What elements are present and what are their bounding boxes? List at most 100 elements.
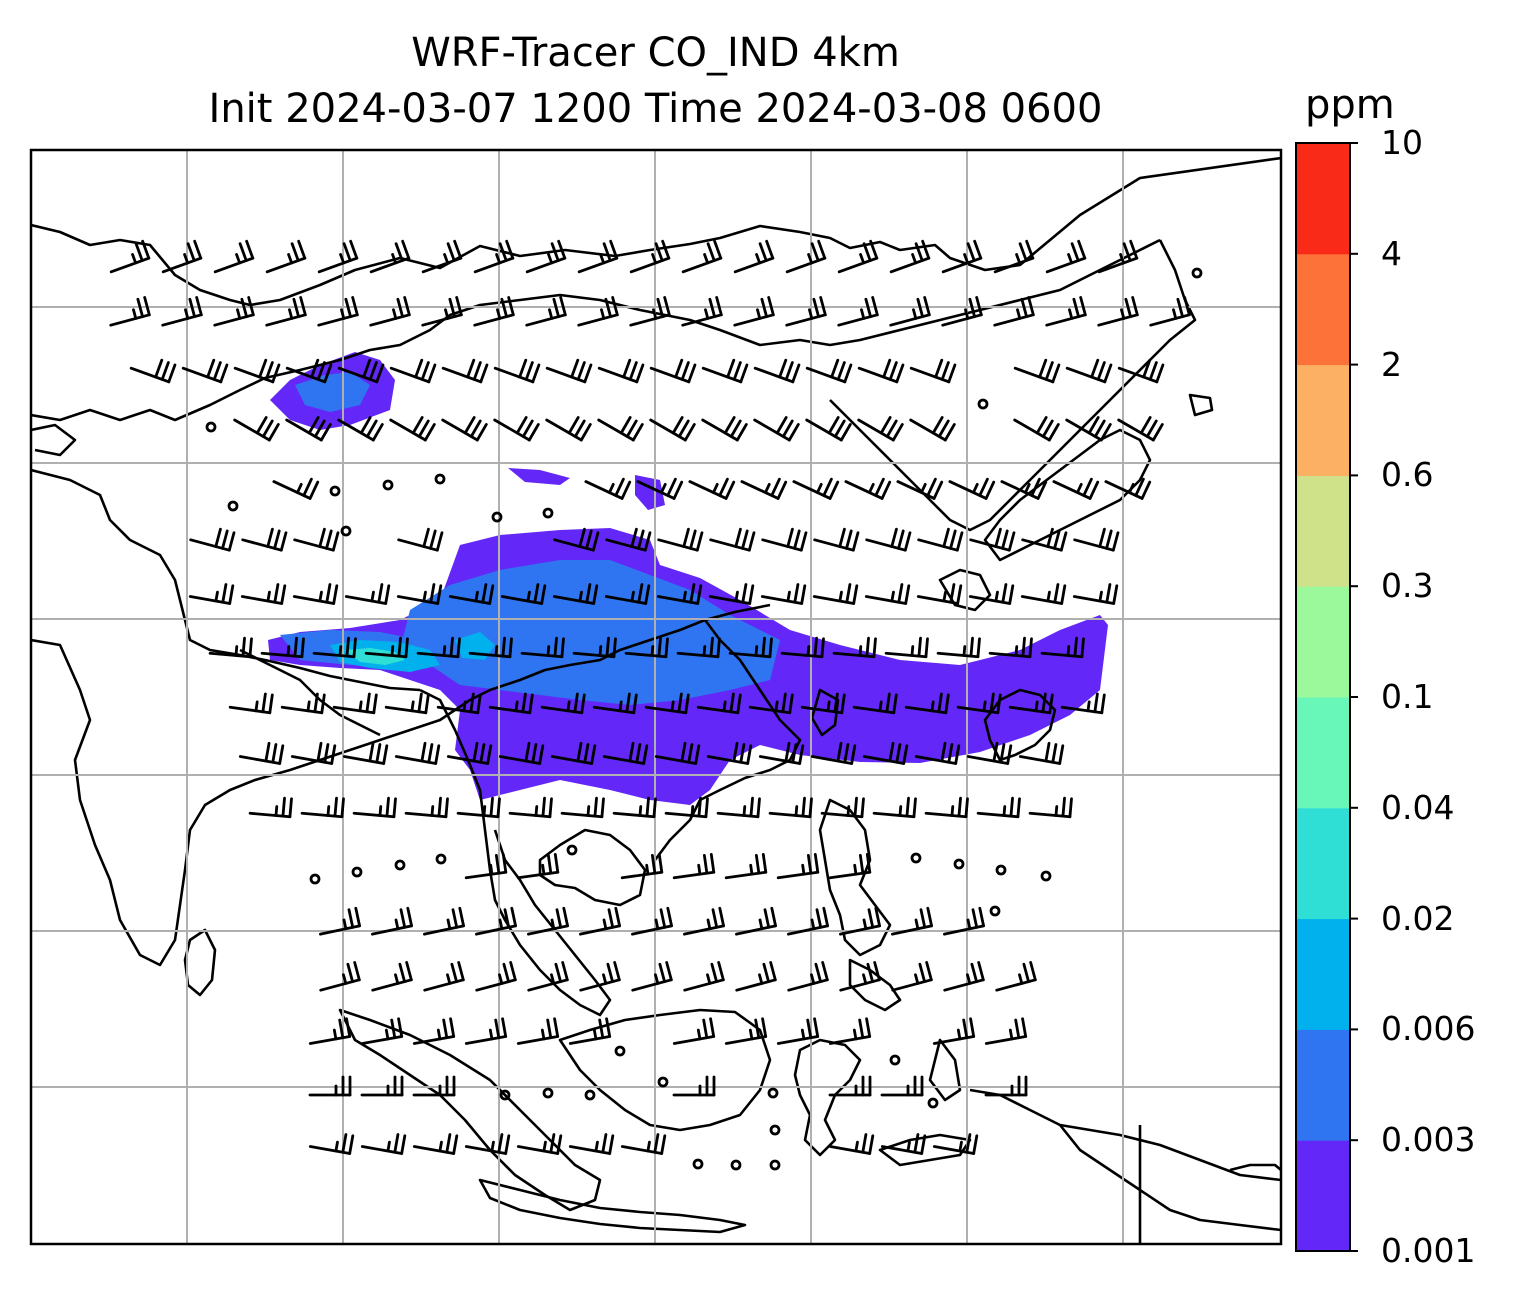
wind-barb [597,416,644,442]
wind-barb [189,527,236,552]
wind-barb [488,692,534,715]
colorbar-tick-label: 0.006 [1381,1009,1476,1049]
calm-wind-marker [889,1054,901,1066]
wind-barb [475,906,517,936]
wind-barb [371,961,413,992]
colorbar-tick-label: 0.003 [1381,1120,1476,1160]
plume-region-peak [345,648,405,665]
wind-barb [649,416,696,442]
calm-wind-marker [227,500,239,512]
wind-barb [360,1133,407,1155]
wind-barb [441,416,488,442]
wind-barb [624,636,669,659]
wind-barb [129,358,177,384]
wind-barb [1045,239,1087,274]
wind-barb [864,583,911,605]
colorbar-segment [1296,918,1350,1030]
wind-barb [644,692,690,715]
wind-barb [966,741,1013,765]
wind-barb [681,239,723,274]
wind-barb [758,741,805,765]
wind-barb [735,961,777,992]
wind-barb [1065,416,1112,442]
wind-barb [369,296,411,327]
wind-barb [317,239,359,274]
wind-barb [943,961,985,992]
wind-barb [785,296,827,327]
wind-barb [208,636,253,659]
wind-barb [1073,527,1120,552]
wind-barb [464,1133,511,1155]
wind-barb [969,527,1016,552]
wind-barb [844,477,892,500]
calm-wind-marker [730,1159,742,1171]
wind-barb [984,1075,1028,1097]
wind-barb [448,583,495,605]
wind-barb [464,1017,508,1045]
wind-barb [891,961,933,992]
wind-barb [941,296,983,327]
calm-wind-marker [434,473,446,485]
wind-barb [995,961,1037,992]
wind-barb [436,692,482,715]
colorbar-tick-label: 0.02 [1381,898,1455,938]
wind-barb [412,1017,456,1045]
wind-barb [285,416,332,442]
wind-barb [464,852,508,880]
wind-barb [545,416,592,442]
wind-barb [493,416,540,442]
wind-barb [293,527,340,552]
wind-barb [810,741,857,765]
wind-barb [664,796,709,819]
wind-barb [568,1017,612,1045]
wind-barb [161,296,203,327]
wind-barb [337,416,384,442]
wind-barb [384,692,430,715]
wind-barb [545,358,593,384]
wind-barb [602,741,649,765]
wind-barb [1117,358,1165,384]
wind-barb [248,796,293,819]
wind-barb [527,906,569,936]
wind-barb [312,636,357,659]
calm-wind-marker [584,1089,596,1101]
wind-barb [785,239,827,274]
wind-barb [516,1133,563,1155]
wind-barb [896,477,944,500]
wind-barb [709,527,756,552]
wind-barb [319,906,361,936]
wind-barb [941,239,983,274]
wind-barb [733,239,775,274]
wind-barb [672,852,716,880]
wind-barb [421,296,463,327]
wind-barb [828,852,872,880]
wind-barb [520,636,565,659]
wind-barb [948,477,996,500]
wind-barb [1028,796,1073,819]
calm-wind-marker [927,1097,939,1109]
wind-barb [360,1075,404,1097]
wind-barb [592,692,638,715]
wind-barb [805,358,853,384]
wind-barb [412,1075,456,1097]
wind-barb [344,583,391,605]
colorbar-segment [1296,1029,1350,1141]
calm-wind-marker [1040,870,1052,882]
wind-barb [360,1017,404,1045]
calm-wind-marker [910,852,922,864]
wind-barb [976,796,1021,819]
wind-barb [241,527,288,552]
calm-wind-marker [692,1158,704,1170]
calm-wind-marker [989,905,1001,917]
title-line-1: WRF-Tracer CO_IND 4km [411,30,900,76]
wind-barb [1065,358,1113,384]
wind-barb [421,239,463,274]
wind-barb [654,741,701,765]
wind-barb [468,636,513,659]
wind-barb [657,527,704,552]
wind-barb [909,358,957,384]
wind-barb [708,583,755,605]
map-frame [29,148,1283,1246]
wind-barb [701,358,749,384]
wind-barb [475,961,517,992]
